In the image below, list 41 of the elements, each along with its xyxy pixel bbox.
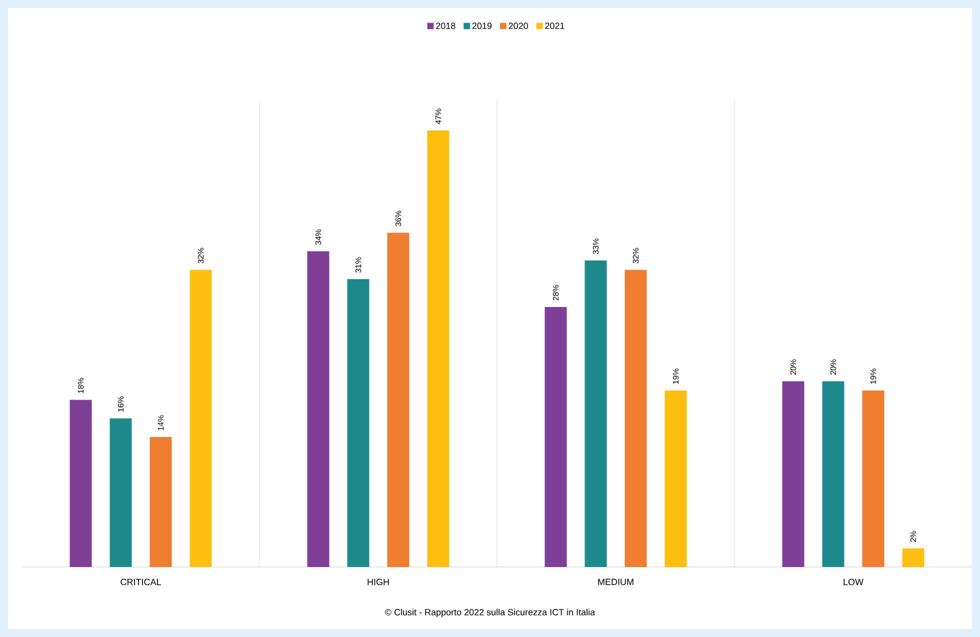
bar bbox=[544, 306, 567, 567]
bar bbox=[190, 270, 212, 567]
data-label: 47% bbox=[435, 108, 442, 124]
x-tick-label: HIGH bbox=[368, 578, 389, 586]
bar bbox=[150, 436, 172, 567]
bar bbox=[347, 279, 370, 567]
data-label: 33% bbox=[592, 238, 599, 254]
bar bbox=[664, 390, 687, 567]
text: © Clusit - Rapporto 2022 sulla Sicurezza ICT in Italia bbox=[385, 608, 596, 618]
data-label: 32% bbox=[632, 248, 639, 264]
x-tick-label: CRITICAL bbox=[120, 578, 161, 586]
bar bbox=[902, 548, 924, 567]
legend-label: 2021 bbox=[545, 22, 564, 30]
data-label: 19% bbox=[672, 368, 679, 384]
data-label: 36% bbox=[395, 210, 402, 226]
x-tick-label: MEDIUM bbox=[598, 578, 634, 586]
legend-label: 2020 bbox=[508, 22, 528, 30]
legend-label: 2019 bbox=[472, 22, 492, 30]
data-label: 34% bbox=[315, 229, 322, 245]
data-label: 31% bbox=[355, 257, 362, 273]
data-label: 14% bbox=[158, 415, 164, 430]
data-label: 18% bbox=[78, 378, 84, 394]
data-label: 28% bbox=[552, 285, 559, 300]
bar bbox=[822, 381, 844, 567]
data-label: 2% bbox=[910, 530, 916, 542]
data-label: 20% bbox=[830, 359, 836, 375]
bar bbox=[584, 260, 607, 567]
legend-label: 2018 bbox=[436, 22, 456, 30]
data-label: 32% bbox=[198, 248, 204, 264]
data-label: 19% bbox=[870, 368, 876, 384]
bar bbox=[427, 130, 450, 567]
bar bbox=[862, 390, 884, 567]
bar bbox=[387, 232, 410, 567]
x-tick-label: LOW bbox=[844, 578, 864, 586]
bar bbox=[624, 270, 647, 567]
data-label: 16% bbox=[118, 396, 124, 412]
bar bbox=[110, 418, 132, 567]
data-label: 20% bbox=[790, 359, 796, 375]
bar bbox=[782, 381, 804, 567]
bar bbox=[307, 251, 330, 567]
bar bbox=[70, 400, 92, 567]
